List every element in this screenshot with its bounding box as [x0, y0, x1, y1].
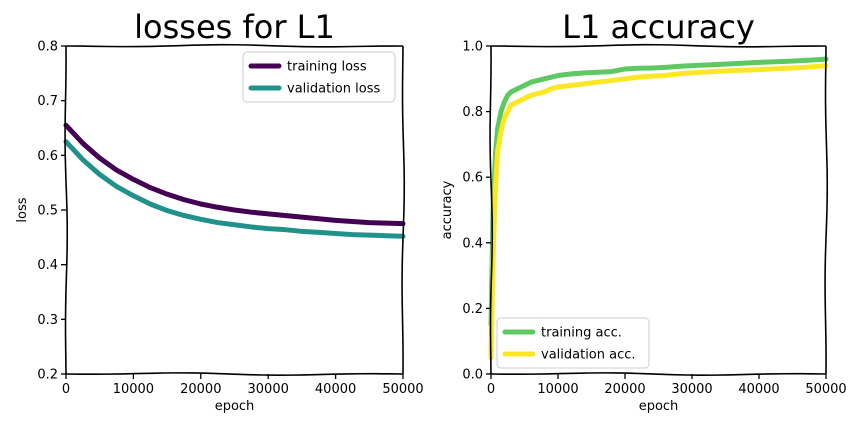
- x-tick-label: 20000: [604, 382, 645, 397]
- axis-frame-bottom: [65, 372, 404, 376]
- x-tick-label: 50000: [382, 382, 423, 397]
- axis-frame-bottom: [490, 372, 827, 376]
- x-tick-label: 0: [487, 382, 495, 397]
- x-tick-label: 30000: [671, 382, 712, 397]
- series-line-validation-loss: [63, 139, 406, 239]
- x-tick-label: 0: [62, 382, 70, 397]
- axis-frame-right: [824, 45, 829, 375]
- y-tick-label: 0.4: [462, 236, 483, 251]
- x-tick-label: 40000: [315, 382, 356, 397]
- chart-title: losses for L1: [134, 8, 335, 46]
- x-axis-label: epoch: [639, 399, 679, 414]
- axis-frame-top: [490, 43, 827, 48]
- axis-frame-left: [489, 45, 494, 375]
- legend-label: validation acc.: [541, 348, 636, 363]
- y-tick-label: 0.6: [37, 149, 58, 164]
- y-tick-label: 0.0: [462, 368, 483, 383]
- chart-2: L1 accuracy 0 10000 20000 30000 40000 50000 0.0…: [440, 8, 847, 414]
- x-tick-label: 40000: [738, 382, 779, 397]
- y-tick-label: 0.2: [37, 368, 58, 383]
- y-tick-label: 0.6: [462, 171, 483, 186]
- y-tick-label: 1.0: [462, 40, 483, 55]
- y-axis-label: loss: [15, 197, 30, 222]
- series-line-training-acc-: [488, 56, 829, 328]
- series-line-validation-acc-: [488, 63, 829, 361]
- x-tick-label: 10000: [537, 382, 578, 397]
- y-tick-label: 0.2: [462, 302, 483, 317]
- y-tick-label: 0.7: [37, 94, 58, 109]
- y-tick-label: 0.3: [37, 313, 58, 328]
- y-tick-label: 0.4: [37, 258, 58, 273]
- y-tick-label: 0.5: [37, 204, 58, 219]
- legend-label: training acc.: [541, 326, 622, 341]
- chart-title: L1 accuracy: [562, 8, 755, 46]
- x-axis-label: epoch: [215, 399, 255, 414]
- legend-label: validation loss: [287, 82, 380, 97]
- legend: training acc. validation acc.: [496, 317, 650, 369]
- chart-1: losses for L1 0 10000 20000 30000 40000 50000 0…: [15, 8, 424, 414]
- x-tick-label: 30000: [248, 382, 289, 397]
- y-tick-label: 0.8: [462, 105, 483, 120]
- x-tick-label: 20000: [180, 382, 221, 397]
- legend: training loss validation loss: [242, 51, 396, 103]
- axis-frame-top: [65, 43, 404, 48]
- legend-label: training loss: [287, 60, 367, 75]
- x-tick-label: 10000: [113, 382, 154, 397]
- y-tick-label: 0.8: [37, 40, 58, 55]
- x-tick-label: 50000: [805, 382, 846, 397]
- series-line-training-loss: [63, 122, 406, 227]
- axis-frame-right: [401, 45, 406, 375]
- y-axis-label: accuracy: [440, 180, 455, 239]
